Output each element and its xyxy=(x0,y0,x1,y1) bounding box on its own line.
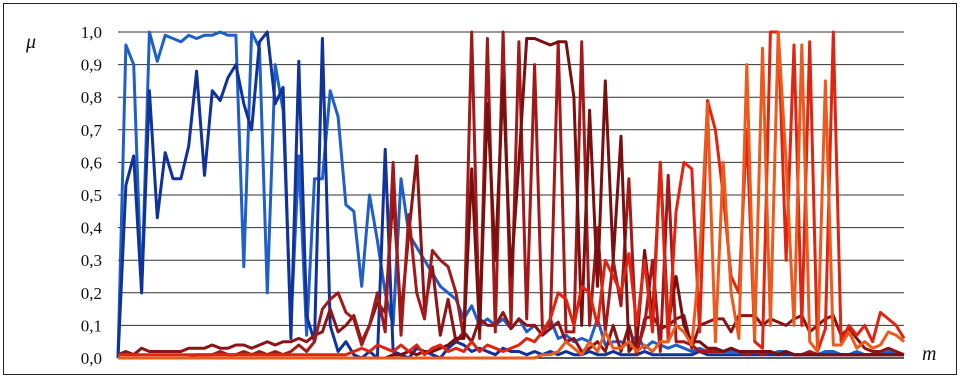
y-tick-label: 1,0 xyxy=(81,23,102,42)
y-tick-label: 0,2 xyxy=(81,284,102,303)
y-tick-label: 0,7 xyxy=(81,121,103,140)
series-lines xyxy=(116,30,906,360)
series-line-7 xyxy=(118,30,905,360)
y-tick-label: 0,4 xyxy=(81,219,103,238)
series-line-6 xyxy=(118,30,906,357)
x-axis-label: m xyxy=(922,343,936,365)
y-tick-label: 0,9 xyxy=(81,56,102,75)
y-axis-label: μ xyxy=(25,31,36,53)
y-tick-label: 0,8 xyxy=(81,88,102,107)
y-tick-label: 0,1 xyxy=(81,316,102,335)
y-tick-label: 0,6 xyxy=(81,153,102,172)
line-chart: 0,0 0,1 0,2 0,3 0,4 0,5 0,6 0,7 0,8 0,9 1,0 μ m xyxy=(25,23,936,368)
series-line-3 xyxy=(117,154,905,357)
y-tick-label: 0,3 xyxy=(81,251,102,270)
y-tick-labels: 0,0 0,1 0,2 0,3 0,4 0,5 0,6 0,7 0,8 0,9 1,0 xyxy=(81,23,103,368)
gridlines xyxy=(118,31,904,359)
series-line-2 xyxy=(116,30,904,360)
chart-frame: 0,0 0,1 0,2 0,3 0,4 0,5 0,6 0,7 0,8 0,9 1,0 μ m xyxy=(3,3,957,375)
y-tick-label: 0,0 xyxy=(81,349,102,368)
y-tick-label: 0,5 xyxy=(81,186,102,205)
